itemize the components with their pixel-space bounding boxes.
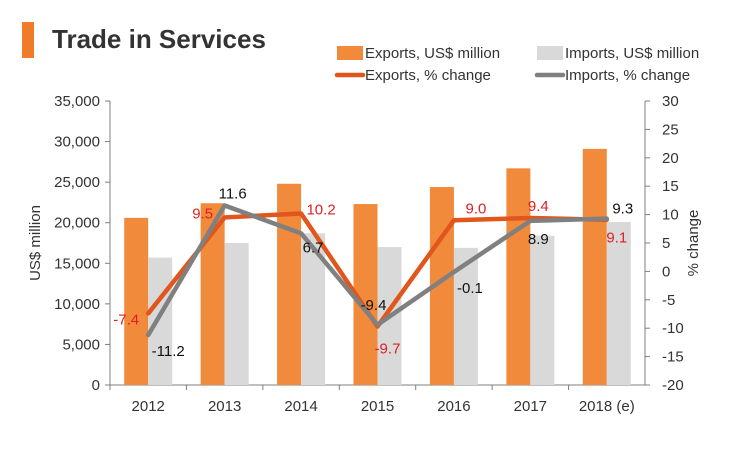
exports-change-label: -9.7 [375,340,401,357]
bar-exports [277,183,302,385]
imports-change-label: 11.6 [219,186,247,203]
y-left-tick-label: 20,000 [54,215,100,232]
chart-title: Trade in Services [52,24,266,54]
x-tick-label: 2016 [437,398,470,415]
bar-imports [606,221,631,385]
y-right-tick-label: 15 [662,178,679,195]
legend-swatch [337,46,363,60]
y-left-axis-title: US$ million [27,205,44,281]
legend-label: Imports, US$ million [565,45,699,62]
y-right-tick-label: 20 [662,150,679,167]
bar-exports [124,217,149,385]
y-right-tick-label: 5 [662,235,670,252]
imports-change-label: -9.4 [361,297,387,314]
exports-change-label: 9.1 [606,230,627,247]
legend-label: Exports, US$ million [365,45,500,62]
x-tick-label: 2012 [132,398,165,415]
imports-change-label: 9.3 [612,201,633,218]
legend-label: Imports, % change [565,67,690,84]
exports-change-label: 9.4 [528,198,549,215]
y-left-tick-label: 25,000 [54,174,100,191]
y-right-tick-label: 10 [662,207,679,224]
bar-imports [530,235,555,385]
y-left-tick-label: 30,000 [54,134,100,151]
y-right-tick-label: -20 [662,377,684,394]
x-tick-label: 2015 [361,398,394,415]
x-tick-label: 2018 (e) [579,398,635,415]
exports-change-label: 9.0 [465,200,486,217]
x-tick-label: 2013 [208,398,241,415]
bar-imports [224,243,249,385]
exports-change-label: -7.4 [113,311,139,328]
y-left-tick-label: 35,000 [54,93,100,110]
imports-change-label: -0.1 [457,280,483,297]
legend-swatch [537,46,563,60]
imports-change-label: 6.7 [303,239,324,256]
y-right-axis-title: % change [685,210,702,277]
bar-exports [506,168,531,385]
y-right-tick-label: -15 [662,349,684,366]
y-right-tick-label: 0 [662,263,670,280]
exports-change-label: 9.5 [192,205,213,222]
imports-change-label: -11.2 [152,343,185,360]
legend-label: Exports, % change [365,67,491,84]
y-right-tick-label: 25 [662,121,679,138]
y-left-tick-label: 0 [92,377,100,394]
y-right-tick-label: -10 [662,320,684,337]
title-accent-bar [22,22,34,58]
x-tick-label: 2014 [284,398,317,415]
x-tick-label: 2017 [514,398,547,415]
y-right-tick-label: 30 [662,93,679,110]
y-left-tick-label: 15,000 [54,255,100,272]
imports-change-label: 8.9 [528,231,549,248]
bar-exports [582,148,607,385]
line-imports-change [145,203,610,338]
y-right-tick-label: -5 [662,292,675,309]
y-left-tick-label: 10,000 [54,296,100,313]
y-left-tick-label: 5,000 [62,336,100,353]
exports-change-label: 10.2 [306,201,335,218]
bar-imports [148,257,173,385]
